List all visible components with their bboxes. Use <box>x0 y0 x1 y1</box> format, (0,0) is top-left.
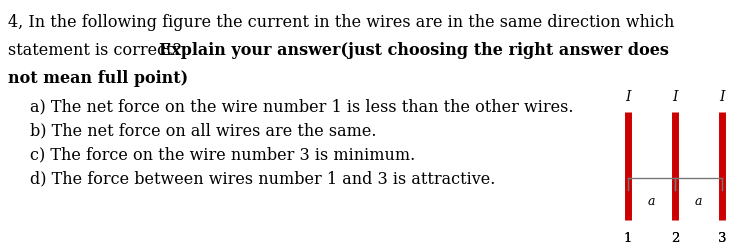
Text: c) The force on the wire number 3 is minimum.: c) The force on the wire number 3 is min… <box>30 146 416 163</box>
Text: a: a <box>648 195 656 208</box>
Text: 1: 1 <box>624 232 632 242</box>
Text: I: I <box>672 90 678 104</box>
Text: a) The net force on the wire number 1 is less than the other wires.: a) The net force on the wire number 1 is… <box>30 98 574 115</box>
Text: b) The net force on all wires are the same.: b) The net force on all wires are the sa… <box>30 122 376 139</box>
Text: 3: 3 <box>718 232 726 242</box>
Text: I: I <box>626 90 631 104</box>
Text: 3: 3 <box>718 232 726 242</box>
Text: 2: 2 <box>670 232 680 242</box>
Text: a: a <box>694 195 702 208</box>
Text: I: I <box>719 90 724 104</box>
Text: 4, In the following figure the current in the wires are in the same direction wh: 4, In the following figure the current i… <box>8 14 674 31</box>
Text: 1: 1 <box>624 232 632 242</box>
Text: d) The force between wires number 1 and 3 is attractive.: d) The force between wires number 1 and … <box>30 170 495 187</box>
Text: statement is correct?: statement is correct? <box>8 42 186 59</box>
Text: 2: 2 <box>670 232 680 242</box>
Text: not mean full point): not mean full point) <box>8 70 188 87</box>
Text: Explain your answer(just choosing the right answer does: Explain your answer(just choosing the ri… <box>159 42 668 59</box>
